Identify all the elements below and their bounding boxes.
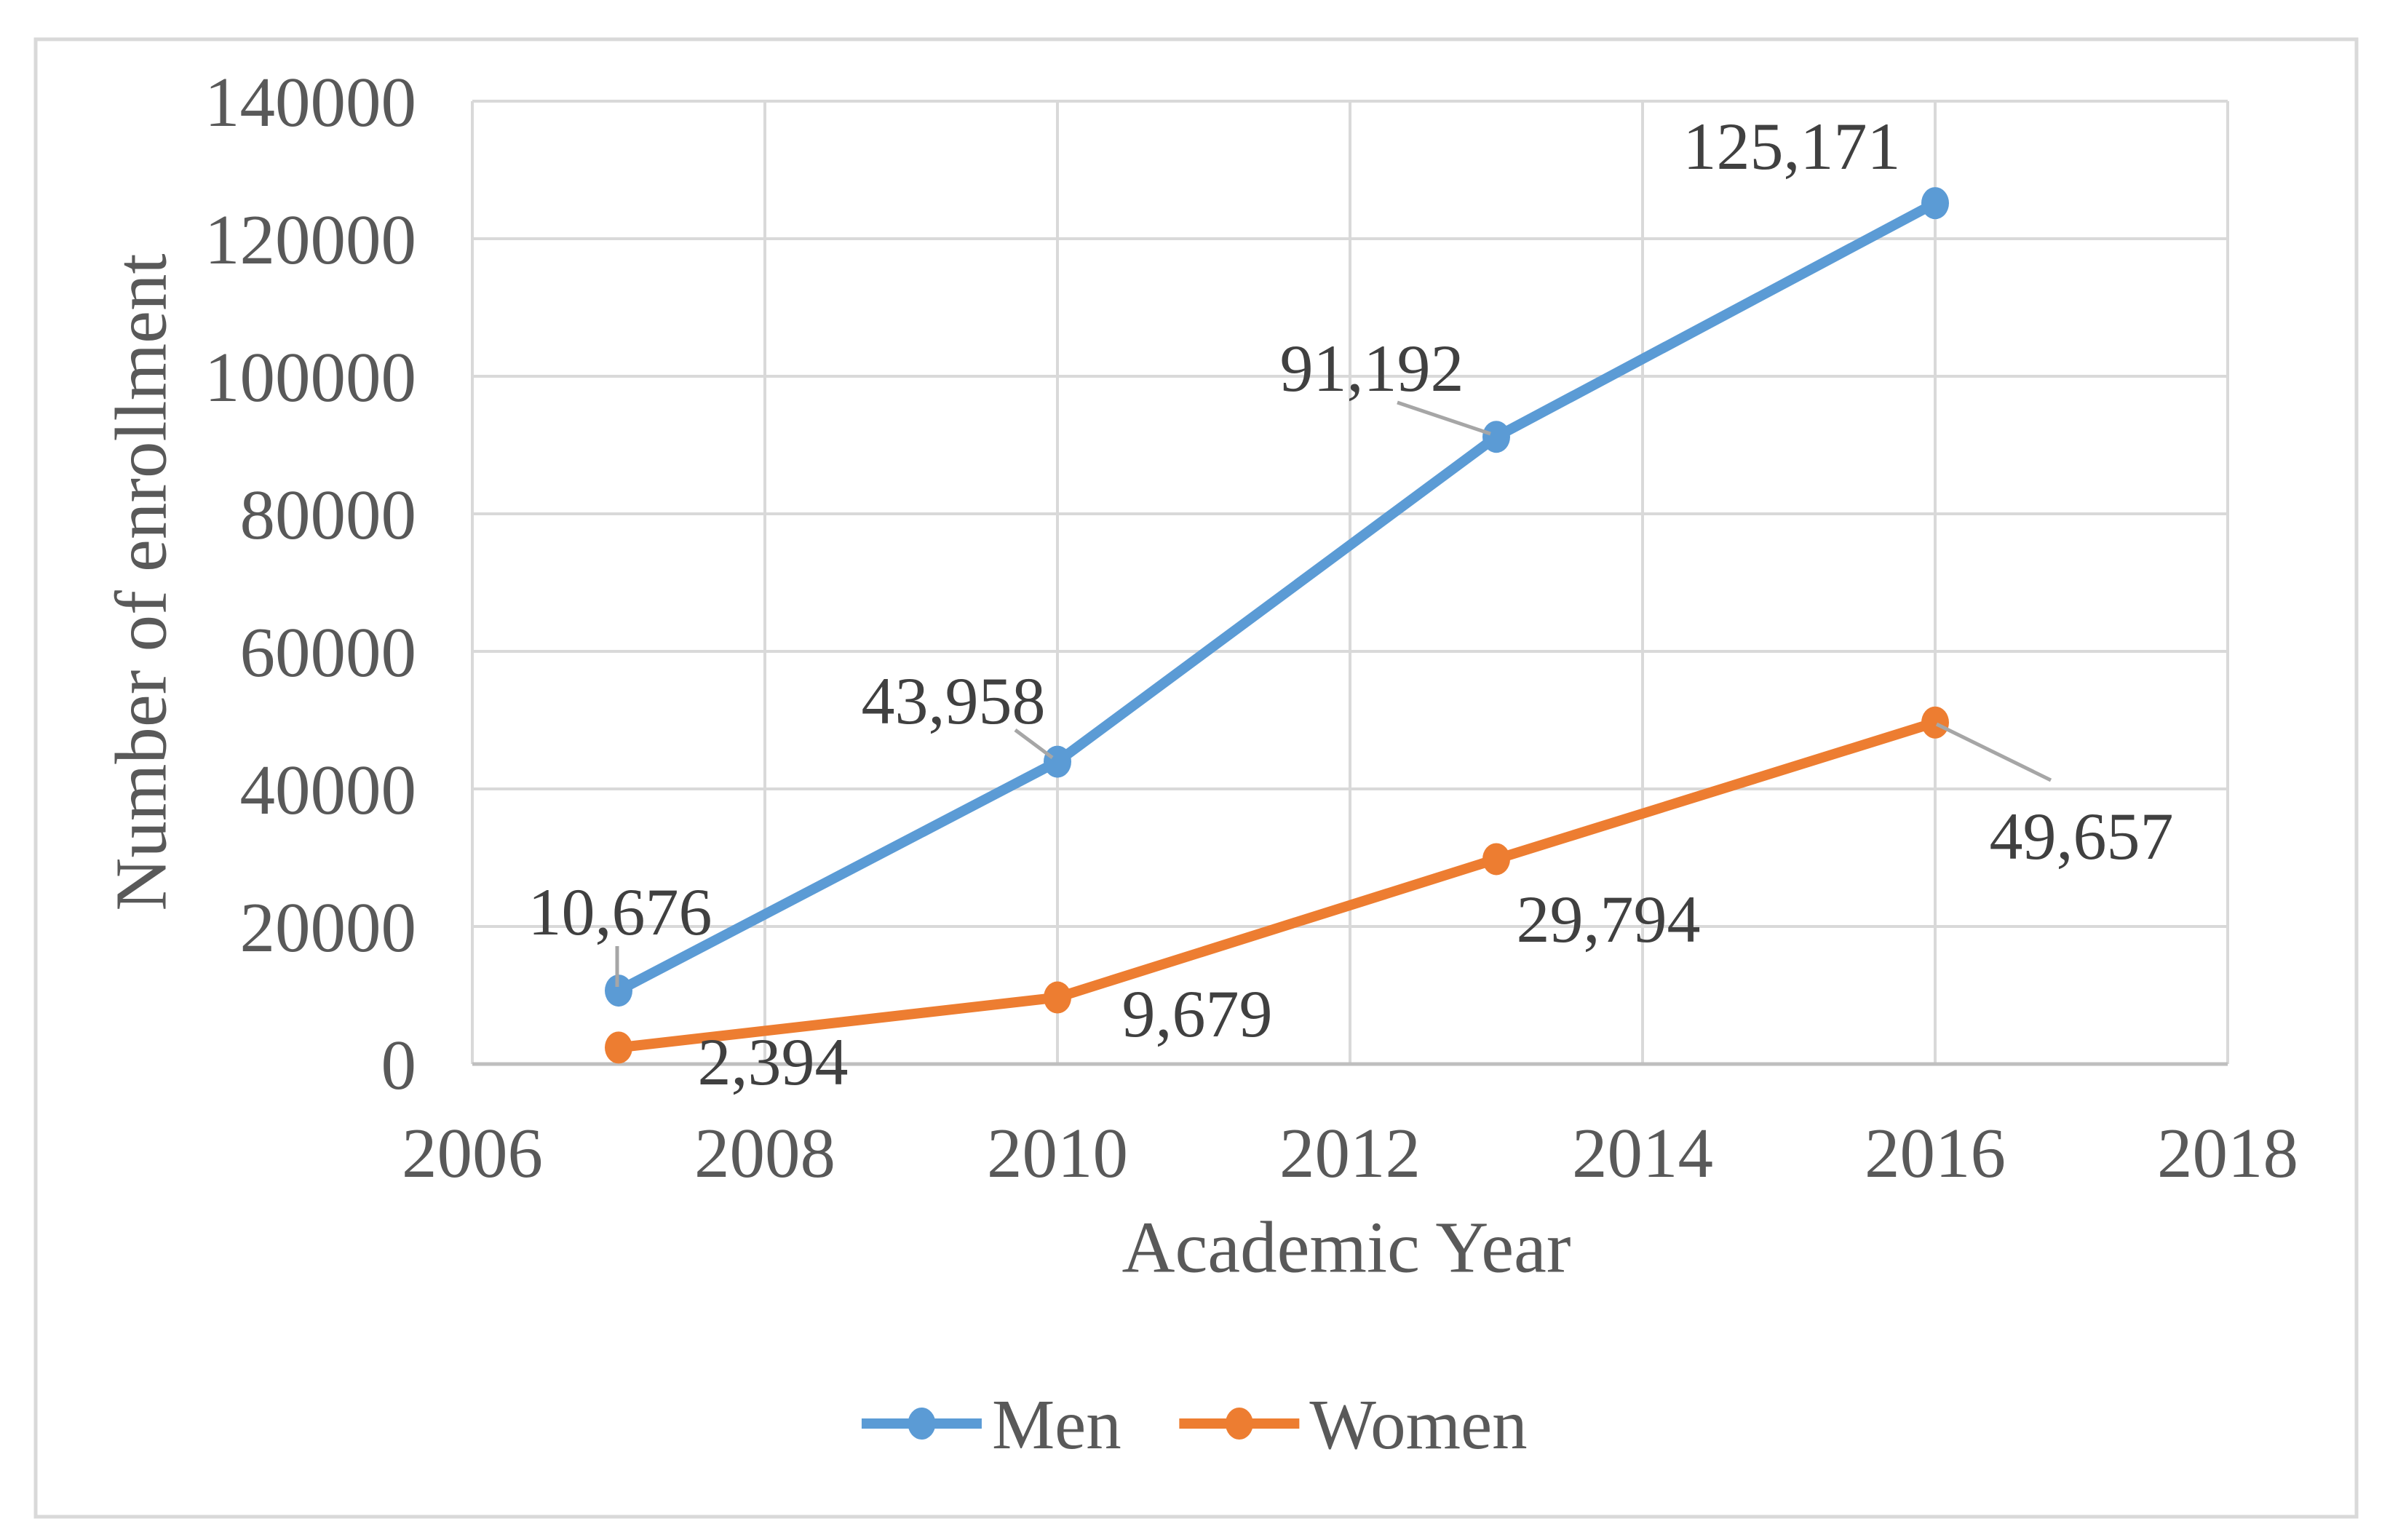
men-label-leader-2010 bbox=[1014, 728, 1054, 760]
legend-marker-men bbox=[908, 1408, 936, 1440]
x-axis-title: Academic Year bbox=[1122, 1206, 1571, 1287]
men-marker-2016 bbox=[1921, 187, 1949, 220]
x-tick-2010: 2010 bbox=[987, 1114, 1128, 1192]
men-label-leader-2013 bbox=[1397, 400, 1491, 436]
men-marker-2013 bbox=[1482, 421, 1510, 453]
men-marker-2007 bbox=[605, 975, 632, 1007]
women-label-leader-2016 bbox=[1935, 722, 2052, 782]
women-marker-2007 bbox=[605, 1031, 632, 1064]
legend-label-women: Women bbox=[1309, 1386, 1527, 1464]
x-tick-2012: 2012 bbox=[1279, 1114, 1421, 1192]
men-data-label-2013: 91,192 bbox=[1280, 331, 1464, 405]
y-tick-140000: 140000 bbox=[205, 63, 416, 141]
legend-item-women: Women bbox=[1179, 1386, 1528, 1464]
women-marker-2016 bbox=[1921, 706, 1949, 739]
y-tick-120000: 120000 bbox=[205, 201, 416, 279]
women-data-label-2016: 49,657 bbox=[1990, 799, 2174, 873]
women-data-label-2010: 9,679 bbox=[1122, 977, 1273, 1051]
women-series-line bbox=[614, 717, 1940, 1053]
y-tick-20000: 20000 bbox=[240, 889, 417, 967]
y-tick-0: 0 bbox=[381, 1026, 417, 1104]
y-axis-title: Number of enrollment bbox=[100, 253, 181, 910]
x-tick-2014: 2014 bbox=[1572, 1114, 1713, 1192]
y-tick-60000: 60000 bbox=[240, 614, 417, 691]
y-tick-80000: 80000 bbox=[240, 476, 417, 554]
legend-marker-women bbox=[1225, 1408, 1253, 1440]
x-tick-2006: 2006 bbox=[402, 1114, 543, 1192]
x-tick-2016: 2016 bbox=[1865, 1114, 2006, 1192]
men-series-line bbox=[614, 198, 1940, 996]
men-data-label-2007: 10,676 bbox=[528, 875, 712, 949]
women-data-label-2013: 29,794 bbox=[1517, 882, 1701, 956]
women-marker-2013 bbox=[1482, 843, 1510, 876]
card-border bbox=[33, 37, 2359, 1519]
y-tick-100000: 100000 bbox=[205, 338, 416, 416]
women-marker-2010 bbox=[1044, 981, 1071, 1014]
legend-label-men: Men bbox=[992, 1386, 1121, 1464]
y-tick-40000: 40000 bbox=[240, 751, 417, 829]
x-tick-2018: 2018 bbox=[2157, 1114, 2298, 1192]
men-data-label-2010: 43,958 bbox=[862, 664, 1046, 738]
women-data-label-2007: 2,394 bbox=[698, 1025, 849, 1099]
men-data-label-2016: 125,171 bbox=[1683, 109, 1901, 183]
men-marker-2010 bbox=[1044, 745, 1071, 778]
legend-item-men: Men bbox=[861, 1386, 1121, 1464]
x-tick-2008: 2008 bbox=[694, 1114, 835, 1192]
